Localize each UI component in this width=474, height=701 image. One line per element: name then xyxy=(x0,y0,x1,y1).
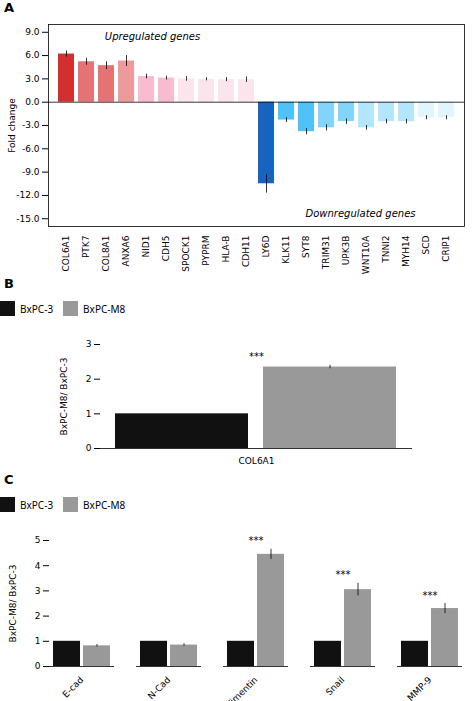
svg-text:CRIP1: CRIP1 xyxy=(441,236,451,262)
html-text:BxPC-M8: BxPC-M8 xyxy=(83,301,126,316)
svg-text:0.0: 0.0 xyxy=(25,97,40,107)
svg-text:Fold change: Fold change xyxy=(7,98,17,153)
svg-text:***: *** xyxy=(249,535,264,546)
svg-text:5: 5 xyxy=(35,535,41,545)
svg-text:CDH11: CDH11 xyxy=(241,236,251,267)
svg-text:***: *** xyxy=(336,569,351,580)
svg-text:SYT8: SYT8 xyxy=(301,235,311,258)
svg-text:PYPRM: PYPRM xyxy=(201,236,211,266)
svg-text:4: 4 xyxy=(35,561,41,571)
svg-text:-3.0: -3.0 xyxy=(22,120,40,130)
svg-text:6.0: 6.0 xyxy=(25,50,40,60)
svg-text:-6.0: -6.0 xyxy=(22,144,40,154)
svg-text:WNT10A: WNT10A xyxy=(361,235,371,274)
svg-text:HLA-B: HLA-B xyxy=(221,236,231,263)
svg-text:NID1: NID1 xyxy=(141,236,151,258)
html-text:B: B xyxy=(4,276,14,291)
svg-text:TNNI2: TNNI2 xyxy=(381,236,391,264)
html-text:C: C xyxy=(4,472,14,487)
svg-text:9.0: 9.0 xyxy=(25,27,40,37)
svg-text:***: *** xyxy=(423,590,438,601)
svg-text:COL6A1: COL6A1 xyxy=(61,236,71,272)
html-text:BxPC-3: BxPC-3 xyxy=(20,301,54,316)
svg-text:Snail: Snail xyxy=(324,675,347,698)
svg-text:CDH5: CDH5 xyxy=(161,236,171,262)
svg-text:UPK3B: UPK3B xyxy=(341,236,351,266)
svg-text:ANXA6: ANXA6 xyxy=(121,235,131,266)
svg-text:0: 0 xyxy=(35,661,41,671)
svg-text:Vimentin: Vimentin xyxy=(224,675,259,701)
svg-text:Upregulated genes: Upregulated genes xyxy=(105,31,200,42)
svg-text:3: 3 xyxy=(35,586,41,596)
html-text:BxPC-3: BxPC-3 xyxy=(20,497,54,512)
svg-text:BxPC-M8/ BxPC-3: BxPC-M8/ BxPC-3 xyxy=(59,357,69,435)
svg-text:COL6A1: COL6A1 xyxy=(239,456,275,466)
svg-text:COL8A1: COL8A1 xyxy=(101,236,111,272)
svg-text:SCD: SCD xyxy=(421,235,431,254)
svg-text:MYH14: MYH14 xyxy=(401,235,411,267)
svg-text:KLK11: KLK11 xyxy=(281,236,291,264)
svg-text:1: 1 xyxy=(86,409,92,419)
svg-text:N-Cad: N-Cad xyxy=(146,675,173,701)
svg-text:LY6D: LY6D xyxy=(261,235,271,257)
svg-text:SPOCK1: SPOCK1 xyxy=(181,236,191,272)
svg-text:***: *** xyxy=(249,351,264,362)
svg-text:-15.0: -15.0 xyxy=(16,214,40,224)
svg-text:2: 2 xyxy=(35,611,41,621)
svg-text:MMP-9: MMP-9 xyxy=(405,675,433,701)
html-text:A: A xyxy=(4,0,15,15)
svg-text:-9.0: -9.0 xyxy=(22,167,40,177)
svg-text:BxPC-M8/ BxPC-3: BxPC-M8/ BxPC-3 xyxy=(8,564,18,642)
svg-text:Downregulated genes: Downregulated genes xyxy=(306,208,416,219)
svg-text:2: 2 xyxy=(86,374,92,384)
svg-text:TRIM31: TRIM31 xyxy=(321,236,331,271)
svg-text:PTK7: PTK7 xyxy=(81,236,91,259)
svg-text:E-cad: E-cad xyxy=(61,675,86,700)
svg-text:0: 0 xyxy=(86,443,92,453)
svg-text:3: 3 xyxy=(86,339,92,349)
svg-text:-12.0: -12.0 xyxy=(16,190,40,200)
svg-text:1: 1 xyxy=(35,636,41,646)
html-text:BxPC-M8: BxPC-M8 xyxy=(83,497,126,512)
svg-text:3.0: 3.0 xyxy=(25,74,40,84)
